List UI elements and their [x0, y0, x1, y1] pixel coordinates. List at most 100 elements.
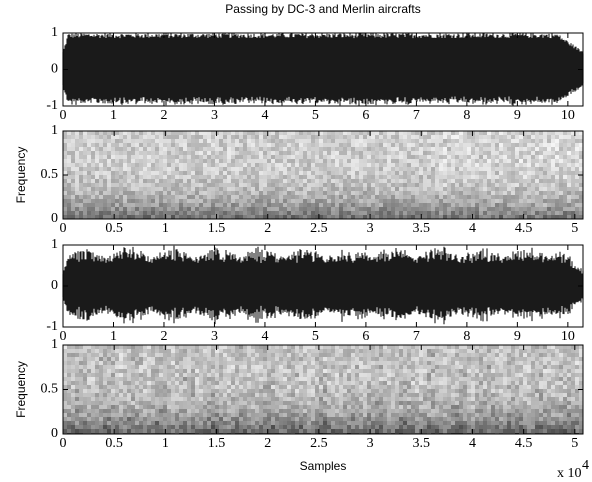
- spectrogram-cell: [291, 163, 295, 167]
- spectrogram-cell: [535, 365, 539, 369]
- spectrogram-cell: [351, 401, 355, 405]
- spectrogram-cell: [191, 163, 195, 167]
- spectrogram-cell: [383, 401, 387, 405]
- spectrogram-cell: [195, 361, 199, 365]
- spectrogram-cell: [335, 357, 339, 361]
- spectrogram-cell: [303, 187, 307, 191]
- spectrogram-cell: [107, 135, 111, 139]
- spectrogram-cell: [463, 397, 467, 401]
- spectrogram-cell: [475, 389, 479, 393]
- spectrogram-cell: [519, 393, 523, 397]
- spectrogram-cell: [183, 135, 187, 139]
- spectrogram-cell: [83, 131, 87, 135]
- spectrogram-cell: [427, 345, 431, 349]
- spectrogram-cell: [123, 365, 127, 369]
- spectrogram-cell: [299, 191, 303, 195]
- spectrogram-cell: [167, 151, 171, 155]
- spectrogram-cell: [255, 163, 259, 167]
- spectrogram-cell: [199, 195, 203, 199]
- spectrogram-cell: [259, 381, 263, 385]
- spectrogram-cell: [475, 151, 479, 155]
- spectrogram-cell: [559, 191, 563, 195]
- spectrogram-cell: [103, 147, 107, 151]
- spectrogram-cell: [531, 183, 535, 187]
- spectrogram-cell: [227, 353, 231, 357]
- spectrogram-cell: [71, 203, 75, 207]
- spectrogram-cell: [111, 139, 115, 143]
- spectrogram-cell: [199, 167, 203, 171]
- spectrogram-cell: [423, 211, 427, 215]
- spectrogram-cell: [499, 175, 503, 179]
- spectrogram-cell: [183, 183, 187, 187]
- spectrogram-cell: [335, 361, 339, 365]
- spectrogram-cell: [503, 389, 507, 393]
- spectrogram-cell: [239, 211, 243, 215]
- spectrogram-cell: [503, 345, 507, 349]
- spectrogram-cell: [399, 357, 403, 361]
- spectrogram-cell: [375, 131, 379, 135]
- spectrogram-cell: [307, 139, 311, 143]
- spectrogram-cell: [519, 139, 523, 143]
- spectrogram-cell: [387, 135, 391, 139]
- spectrogram-cell: [255, 155, 259, 159]
- spectrogram-cell: [459, 377, 463, 381]
- spectrogram-cell: [399, 389, 403, 393]
- spectrogram-cell: [455, 151, 459, 155]
- spectrogram-cell: [399, 207, 403, 211]
- spectrogram-cell: [435, 167, 439, 171]
- spectrogram-cell: [555, 147, 559, 151]
- spectrogram-cell: [507, 151, 511, 155]
- spectrogram-cell: [303, 175, 307, 179]
- spectrogram-cell: [359, 183, 363, 187]
- spectrogram-cell: [375, 397, 379, 401]
- spectrogram-cell: [335, 167, 339, 171]
- spectrogram-cell: [455, 139, 459, 143]
- spectrogram-cell: [415, 143, 419, 147]
- spectrogram-cell: [255, 183, 259, 187]
- spectrogram-cell: [415, 211, 419, 215]
- spectrogram-cell: [119, 349, 123, 353]
- spectrogram-cell: [87, 373, 91, 377]
- spectrogram-cell: [103, 361, 107, 365]
- spectrogram-cell: [511, 183, 515, 187]
- spectrogram-cell: [183, 195, 187, 199]
- spectrogram-cell: [423, 175, 427, 179]
- spectrogram-cell: [559, 155, 563, 159]
- spectrogram-cell: [535, 179, 539, 183]
- spectrogram-cell: [403, 143, 407, 147]
- spectrogram-cell: [63, 183, 67, 187]
- spectrogram-cell: [379, 183, 383, 187]
- spectrogram-cell: [395, 353, 399, 357]
- spectrogram-cell: [487, 397, 491, 401]
- spectrogram-cell: [571, 183, 575, 187]
- spectrogram-cell: [219, 207, 223, 211]
- spectrogram-cell: [131, 135, 135, 139]
- spectrogram-cell: [455, 385, 459, 389]
- spectrogram-cell: [383, 353, 387, 357]
- spectrogram-cell: [107, 155, 111, 159]
- spectrogram-cell: [463, 353, 467, 357]
- spectrogram-cell: [511, 373, 515, 377]
- spectrogram-cell: [419, 147, 423, 151]
- spectrogram-cell: [507, 389, 511, 393]
- spectrogram-cell: [207, 401, 211, 405]
- spectrogram-cell: [447, 401, 451, 405]
- spectrogram-cell: [131, 353, 135, 357]
- spectrogram-cell: [187, 345, 191, 349]
- spectrogram-cell: [139, 143, 143, 147]
- x-tick-label: 1: [162, 221, 169, 236]
- spectrogram-cell: [239, 357, 243, 361]
- spectrogram-cell: [83, 203, 87, 207]
- spectrogram-cell: [219, 389, 223, 393]
- spectrogram-cell: [159, 211, 163, 215]
- spectrogram-cell: [95, 357, 99, 361]
- spectrogram-cell: [279, 369, 283, 373]
- spectrogram-cell: [363, 361, 367, 365]
- spectrogram-cell: [195, 131, 199, 135]
- spectrogram-cell: [347, 349, 351, 353]
- spectrogram-cell: [159, 171, 163, 175]
- spectrogram-cell: [227, 131, 231, 135]
- spectrogram-cell: [115, 215, 119, 219]
- spectrogram-cell: [483, 373, 487, 377]
- spectrogram-cell: [187, 393, 191, 397]
